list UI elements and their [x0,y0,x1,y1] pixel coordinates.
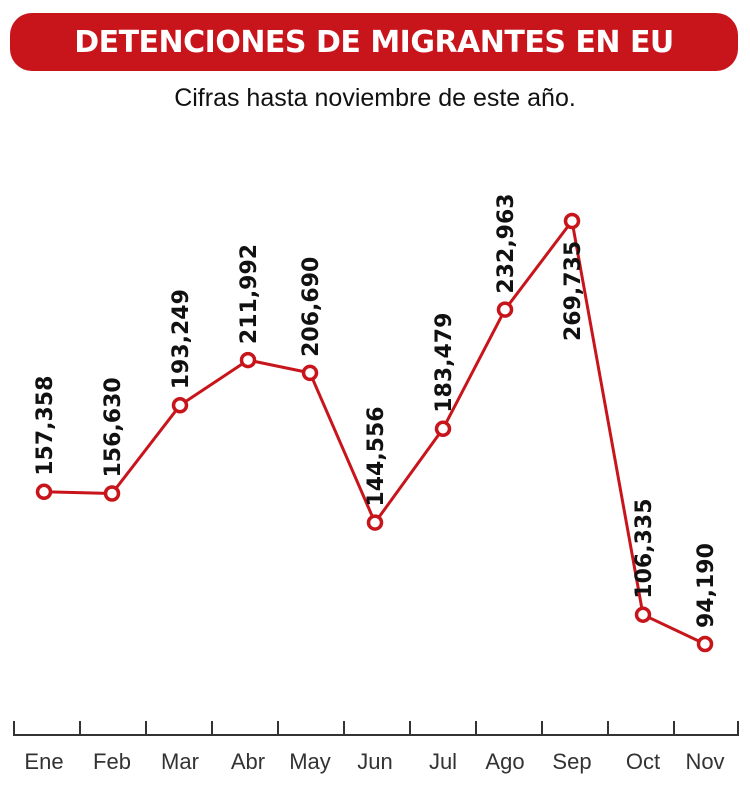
data-point-jun [366,514,384,531]
x-tick-label-nov: Nov [685,749,724,774]
data-label-jul: 183,479 [432,313,457,413]
data-point-mar [171,397,189,414]
data-label-ago: 232,963 [494,193,519,293]
x-tick-label-mar: Mar [161,749,199,774]
data-point-jul [434,420,452,438]
data-point-may [301,364,319,382]
chart-subtitle: Cifras hasta noviembre de este año. [174,84,576,112]
data-label-may: 206,690 [299,257,324,357]
data-label-oct: 106,335 [632,498,657,598]
x-tick-label-oct: Oct [626,749,660,774]
data-point-abr [239,351,257,369]
title-banner: DETENCIONES DE MIGRANTES EN EU [10,13,738,71]
data-label-mar: 193,249 [169,289,194,389]
data-point-feb [103,485,121,502]
data-point-oct [634,606,652,623]
data-label-sep: 269,735 [561,241,586,341]
data-label-jun: 144,556 [364,406,389,506]
data-label-abr: 211,992 [237,244,262,344]
data-label-ene: 157,358 [33,376,58,476]
x-tick-label-ene: Ene [24,749,63,774]
data-label-feb: 156,630 [101,377,126,477]
x-tick-label-jun: Jun [357,749,392,774]
data-label-nov: 94,190 [694,543,719,628]
x-tick-label-jul: Jul [429,749,457,774]
chart-title: DETENCIONES DE MIGRANTES EN EU [74,24,674,60]
x-tick-label-sep: Sep [552,749,591,774]
data-point-ago [496,301,514,318]
x-tick-label-feb: Feb [93,749,131,774]
data-point-ene [35,483,53,501]
data-point-sep [563,212,581,230]
x-tick-label-abr: Abr [231,749,265,774]
x-tick-label-may: May [289,749,331,774]
data-point-nov [696,635,714,653]
x-tick-label-ago: Ago [485,749,524,774]
